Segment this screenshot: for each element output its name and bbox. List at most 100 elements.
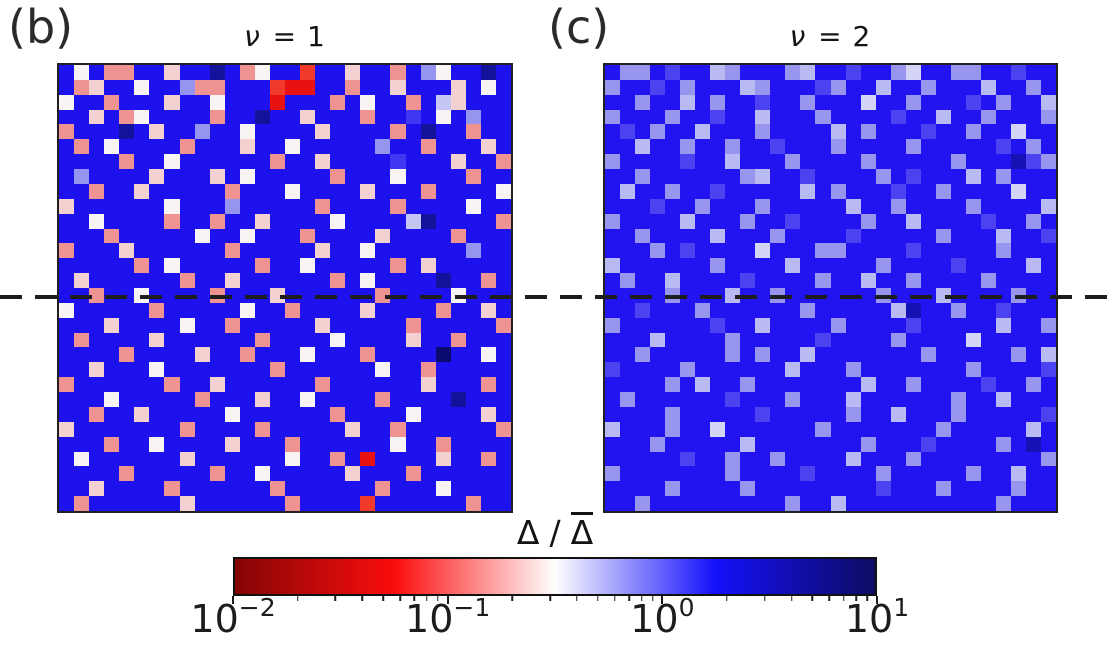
- heatmap-cell: [435, 228, 451, 244]
- heatmap-cell: [284, 436, 301, 452]
- heatmap-cell: [605, 65, 621, 80]
- heatmap-cell: [800, 421, 816, 437]
- heatmap-cell: [435, 213, 451, 229]
- heatmap-cell: [755, 406, 771, 422]
- heatmap-cell: [119, 183, 135, 199]
- heatmap-cell: [650, 362, 666, 378]
- heatmap-cell: [74, 317, 90, 333]
- heatmap-cell: [1010, 406, 1026, 422]
- heatmap-cell: [740, 302, 756, 318]
- heatmap-cell: [450, 124, 466, 140]
- heatmap-cell: [710, 496, 726, 511]
- heatmap-cell: [390, 377, 406, 393]
- heatmap-cell: [830, 94, 846, 110]
- heatmap-cell: [620, 228, 636, 244]
- heatmap-cell: [239, 198, 255, 214]
- colorbar-minor-tick: [413, 596, 416, 601]
- heatmap-cell: [149, 273, 165, 288]
- heatmap-cell: [695, 436, 711, 452]
- heatmap-cell: [239, 243, 255, 259]
- colorbar-minor-tick: [726, 596, 728, 601]
- heatmap-cell: [605, 228, 621, 244]
- heatmap-cell: [965, 94, 981, 110]
- heatmap-cell: [74, 124, 90, 140]
- heatmap-cell: [650, 213, 666, 229]
- heatmap-cell: [1025, 406, 1041, 422]
- heatmap-cell: [860, 332, 876, 348]
- heatmap-cell: [965, 436, 981, 452]
- heatmap-cell: [224, 466, 240, 482]
- heatmap-cell: [890, 377, 906, 393]
- heatmap-cell: [860, 169, 876, 184]
- heatmap-cell: [965, 466, 981, 482]
- heatmap-cell: [480, 124, 496, 140]
- heatmap-cell: [740, 79, 756, 95]
- heatmap-cell: [695, 377, 711, 393]
- colorbar-major-tick: [232, 596, 234, 604]
- panel-c-title-variable: ν: [789, 20, 807, 53]
- heatmap-cell: [890, 169, 906, 184]
- heatmap-cell: [360, 273, 376, 288]
- heatmap-cell: [300, 451, 316, 467]
- heatmap-cell: [390, 154, 406, 170]
- heatmap-cell: [755, 124, 771, 140]
- heatmap-cell: [965, 421, 981, 437]
- heatmap-cell: [785, 377, 801, 393]
- heatmap-cell: [104, 79, 120, 95]
- heatmap-cell: [935, 243, 951, 259]
- heatmap-cell: [980, 154, 996, 170]
- colorbar-minor-tick: [866, 596, 868, 601]
- heatmap-cell: [845, 496, 861, 511]
- heatmap-cell: [905, 213, 921, 229]
- heatmap-cell: [435, 332, 451, 348]
- heatmap-cell: [74, 139, 90, 155]
- heatmap-cell: [420, 466, 436, 482]
- heatmap-cell: [465, 392, 481, 407]
- heatmap-cell: [620, 317, 636, 333]
- heatmap-cell: [665, 377, 681, 393]
- heatmap-cell: [194, 317, 210, 333]
- heatmap-cell: [785, 154, 801, 170]
- heatmap-cell: [950, 466, 966, 482]
- heatmap-cell: [254, 451, 270, 467]
- heatmap-cell: [149, 79, 165, 95]
- heatmap-cell: [134, 481, 150, 497]
- heatmap-cell: [635, 332, 651, 348]
- heatmap-cell: [710, 317, 726, 333]
- heatmap-cell: [435, 198, 451, 214]
- heatmap-cell: [980, 139, 996, 155]
- heatmap-cell: [815, 406, 831, 422]
- heatmap-cell: [830, 139, 846, 155]
- heatmap-cell: [650, 273, 666, 288]
- heatmap-cell: [254, 65, 270, 80]
- heatmap-cell: [360, 332, 376, 348]
- heatmap-cell: [284, 228, 301, 244]
- heatmap-cell: [315, 302, 331, 318]
- heatmap-cell: [179, 183, 195, 199]
- heatmap-cell: [269, 466, 285, 482]
- heatmap-cell: [905, 317, 921, 333]
- heatmap-cell: [300, 65, 316, 80]
- heatmap-cell: [1040, 198, 1056, 214]
- heatmap-cell: [605, 436, 621, 452]
- heatmap-cell: [605, 273, 621, 288]
- heatmap-cell: [905, 79, 921, 95]
- heatmap-cell: [785, 302, 801, 318]
- heatmap-cell: [980, 481, 996, 497]
- heatmap-cell: [935, 436, 951, 452]
- heatmap-cell: [149, 94, 165, 110]
- heatmap-cell: [605, 183, 621, 199]
- heatmap-cell: [950, 109, 966, 125]
- colorbar-tick-label: 10−1: [405, 593, 491, 641]
- heatmap-cell: [650, 392, 666, 407]
- heatmap-cell: [770, 481, 786, 497]
- heatmap-cell: [1010, 109, 1026, 125]
- heatmap-cell: [755, 362, 771, 378]
- heatmap-cell: [695, 421, 711, 437]
- heatmap-cell: [815, 392, 831, 407]
- heatmap-cell: [480, 243, 496, 259]
- heatmap-cell: [269, 496, 285, 511]
- heatmap-cell: [59, 302, 75, 318]
- heatmap-cell: [315, 392, 331, 407]
- heatmap-cell: [710, 406, 726, 422]
